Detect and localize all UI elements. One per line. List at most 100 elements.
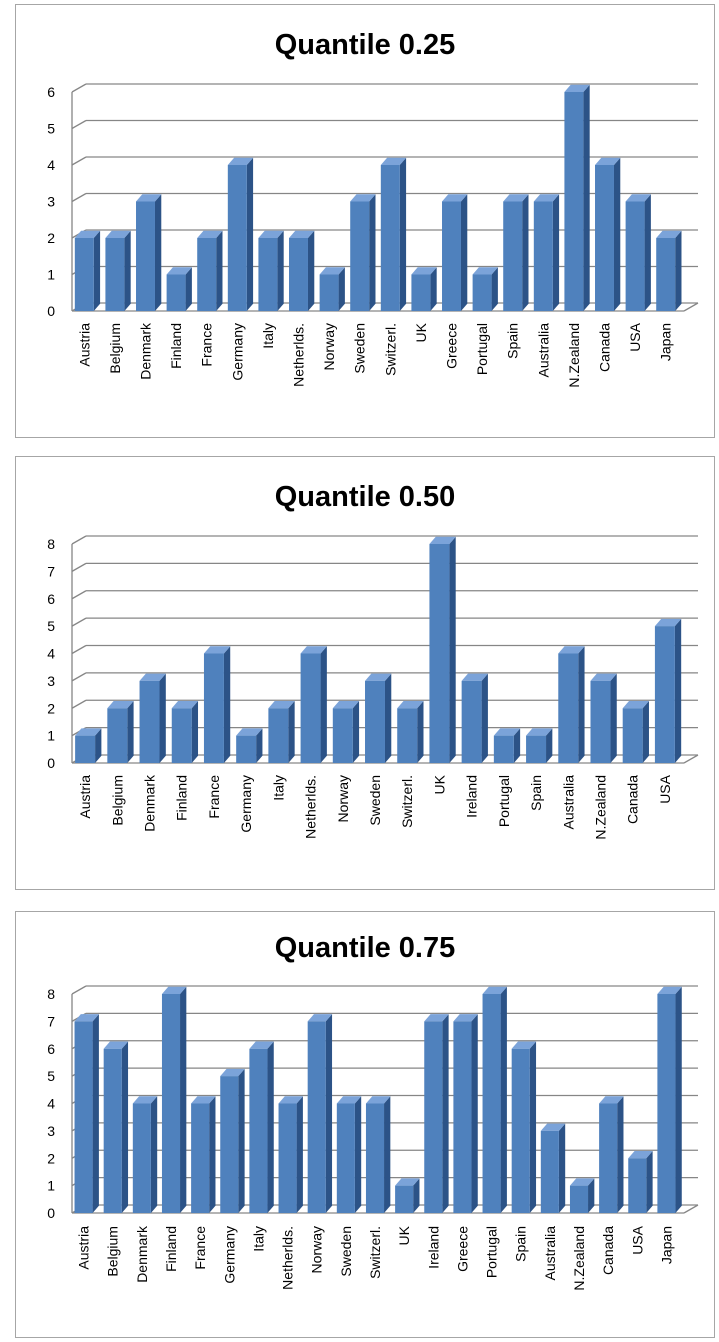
- y-tick-label: 3: [47, 1123, 55, 1139]
- x-tick-label: Spain: [513, 1226, 529, 1262]
- gridline-depth: [71, 699, 87, 709]
- bar-top: [511, 1041, 537, 1049]
- bar-top: [307, 1014, 333, 1022]
- bar: [74, 238, 94, 311]
- x-tick-label: Denmark: [134, 1225, 150, 1283]
- bar: [74, 1021, 93, 1213]
- bar: [332, 708, 353, 763]
- x-tick-label: Canada: [597, 323, 613, 372]
- x-tick-label: Netherlds.: [291, 323, 307, 387]
- bar-side: [442, 1014, 449, 1213]
- bar: [227, 165, 247, 311]
- gridline-depth: [71, 119, 87, 130]
- bar: [503, 201, 523, 311]
- bar-side: [296, 1096, 303, 1213]
- bar-top: [336, 1096, 362, 1104]
- bar-side: [159, 673, 166, 763]
- bar-side: [180, 986, 187, 1213]
- y-tick-label: 4: [47, 157, 55, 173]
- bar-side: [588, 1178, 595, 1213]
- bar-top: [74, 230, 101, 238]
- bar-top: [628, 1151, 653, 1159]
- x-tick-label: Greece: [444, 323, 460, 369]
- x-tick-label: N.Zealand: [566, 323, 582, 388]
- bar: [380, 165, 400, 311]
- bar-top: [397, 701, 424, 709]
- bar: [268, 708, 289, 763]
- x-tick-label: Germany: [238, 775, 254, 833]
- bar: [236, 735, 257, 763]
- bar: [622, 708, 643, 763]
- bar-top: [136, 194, 162, 202]
- x-tick-label: France: [199, 323, 215, 367]
- chart-title: Quantile 0.25: [274, 29, 456, 61]
- bar-top: [493, 728, 521, 736]
- x-tick-label: Finland: [163, 1226, 179, 1272]
- bar-side: [246, 157, 254, 311]
- bar-chart-plot: 0 1 2 3 4 5 6 7 8 Austria Belgium Denmark Finland Fra…: [47, 535, 699, 840]
- bar-top: [540, 1123, 566, 1131]
- bar: [103, 1048, 122, 1213]
- bar-top: [268, 701, 295, 709]
- bar: [132, 1103, 151, 1213]
- bar-side: [238, 1068, 245, 1213]
- bar-top: [453, 1014, 478, 1022]
- x-tick-label: Greece: [454, 1226, 470, 1272]
- x-tick-label: Spain: [528, 775, 544, 811]
- bar-top: [503, 194, 529, 202]
- x-tick-label: Denmark: [138, 322, 154, 380]
- bar-side: [675, 986, 682, 1213]
- bar: [203, 653, 224, 763]
- x-tick-label: Sweden: [338, 1226, 354, 1277]
- bar: [424, 1021, 443, 1213]
- gridline-depth: [71, 192, 87, 203]
- x-tick-label: Norway: [309, 1226, 325, 1273]
- y-tick-label: 1: [47, 267, 55, 283]
- bar: [161, 994, 181, 1213]
- x-tick-label: Canada: [600, 1226, 616, 1275]
- bar-top: [365, 1096, 391, 1104]
- y-tick-label: 0: [47, 1205, 55, 1221]
- bar-top: [161, 986, 187, 994]
- x-tick-label: N.Zealand: [592, 775, 608, 840]
- bar: [258, 238, 278, 311]
- y-tick-label: 2: [47, 700, 55, 716]
- bar: [319, 274, 339, 311]
- x-tick-label: Japan: [658, 323, 674, 361]
- bar-side: [223, 646, 231, 763]
- bar-side: [354, 1096, 362, 1213]
- bar-top: [75, 728, 102, 736]
- x-tick-label: Portugal: [474, 323, 490, 375]
- bar-top: [595, 157, 621, 165]
- bar-top: [350, 194, 376, 202]
- bar: [453, 1021, 472, 1213]
- bar-chart-plot: 0 1 2 3 4 5 6 7 8 Austria Belgium Denmark Finland Fra…: [47, 985, 699, 1291]
- x-tick-label: UK: [413, 322, 429, 342]
- y-tick-label: 5: [47, 1068, 55, 1084]
- bar-side: [546, 728, 553, 763]
- y-tick-label: 0: [47, 755, 55, 771]
- bar-top: [107, 701, 134, 709]
- x-tick-label: Austria: [76, 1226, 92, 1270]
- bar-side: [277, 230, 284, 311]
- x-tick-label: Sweden: [367, 775, 383, 826]
- chart-quantile-025: Quantile 0.25 0 1 2 3 4 5 6 Austria Belgium Denma…: [15, 4, 715, 438]
- bar: [625, 201, 645, 311]
- gridline-depth: [71, 985, 87, 995]
- bar-top: [429, 536, 456, 544]
- x-tick-label: USA: [627, 322, 643, 351]
- bar-top: [365, 673, 392, 681]
- y-tick-label: 6: [47, 84, 55, 100]
- bar-side: [325, 1014, 333, 1213]
- bar-side: [449, 536, 456, 763]
- bar-top: [227, 157, 254, 165]
- bar-top: [319, 267, 345, 275]
- bar-side: [384, 1096, 391, 1213]
- bar: [656, 238, 676, 311]
- bar-side: [399, 157, 407, 311]
- bar-top: [132, 1096, 158, 1104]
- bar: [136, 201, 155, 311]
- bar-top: [166, 267, 192, 275]
- x-tick-label: Norway: [321, 323, 337, 370]
- x-tick-label: Germany: [221, 1226, 237, 1284]
